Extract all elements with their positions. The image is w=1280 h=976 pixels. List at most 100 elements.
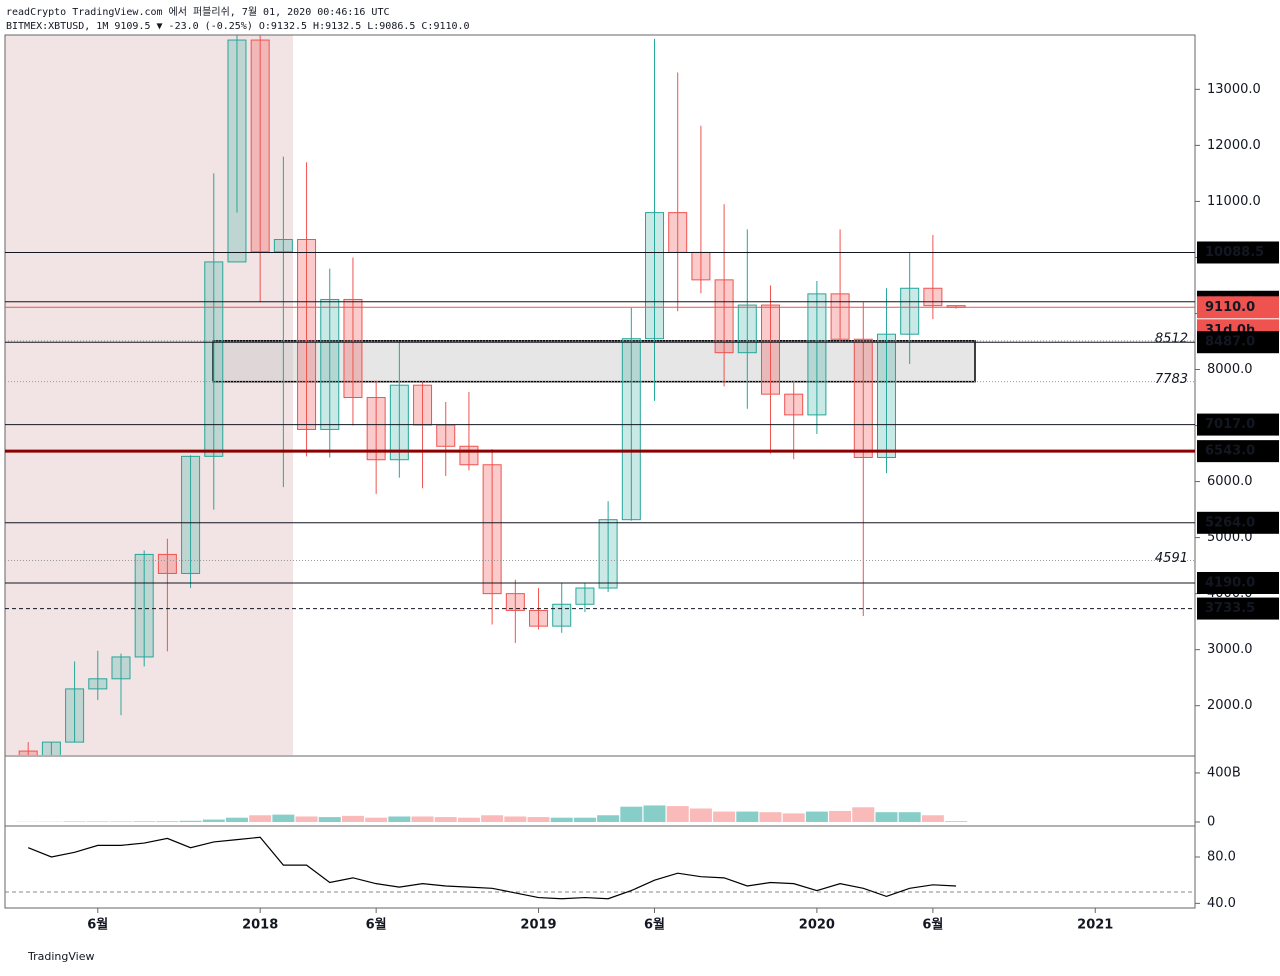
candle-body <box>530 610 548 626</box>
volume-bar <box>852 807 874 822</box>
candle-body <box>89 679 107 689</box>
candle-body <box>437 425 455 446</box>
volume-bar <box>806 812 828 822</box>
candle-body <box>553 604 571 626</box>
candle-body <box>390 385 408 460</box>
candle-body <box>924 288 942 305</box>
candle-body <box>646 213 664 339</box>
candle-body <box>506 594 524 611</box>
candle-body <box>576 588 594 604</box>
candle-body <box>42 742 60 757</box>
candle-body <box>831 294 849 339</box>
volume-bar <box>226 818 248 822</box>
level-label: 10088.5 <box>1205 245 1264 260</box>
symbol-line: BITMEX:XBTUSD, 1M 9109.5 ▼ -23.0 (-0.25%… <box>6 21 470 32</box>
level-label: 9110.0 <box>1205 300 1255 315</box>
volume-bar <box>875 812 897 822</box>
volume-bar <box>899 812 921 822</box>
volume-bar <box>504 816 526 822</box>
candle-body <box>158 554 176 573</box>
candle-body <box>344 299 362 397</box>
candle-body <box>414 385 432 425</box>
candle-body <box>901 288 919 334</box>
volume-bar <box>922 815 944 822</box>
osc-tick-label: 80.0 <box>1207 849 1236 864</box>
volume-bar <box>759 812 781 822</box>
candle-body <box>460 446 478 464</box>
volume-bar <box>412 816 434 822</box>
x-tick-label: 2018 <box>242 918 278 933</box>
level-label: 5264.0 <box>1205 515 1255 530</box>
osc-tick-label: 40.0 <box>1207 896 1236 911</box>
volume-bar <box>180 821 202 822</box>
volume-bar <box>597 815 619 822</box>
x-tick-label: 6월 <box>922 917 943 933</box>
candle-body <box>205 262 223 456</box>
volume-tick-label: 0 <box>1207 815 1215 830</box>
volume-bar <box>644 805 666 822</box>
y-tick-label: 11000.0 <box>1207 194 1261 209</box>
candle-body <box>182 456 200 573</box>
x-tick-label: 2021 <box>1077 918 1113 933</box>
candle-body <box>808 294 826 415</box>
volume-bar <box>713 812 735 822</box>
volume-bar <box>458 818 480 822</box>
volume-bar <box>620 807 642 822</box>
candle-body <box>692 252 710 279</box>
volume-bar <box>365 818 387 822</box>
x-tick-label: 6월 <box>366 917 387 933</box>
volume-bar <box>156 821 178 822</box>
header: readCrypto TradingView.com 에서 퍼블리쉬, 7월 0… <box>6 6 390 18</box>
candle-body <box>274 240 292 252</box>
x-tick-label: 2019 <box>520 918 556 933</box>
candle-body <box>321 299 339 429</box>
volume-bar <box>388 816 410 822</box>
y-tick-label: 6000.0 <box>1207 474 1253 489</box>
candle-body <box>854 339 872 457</box>
y-tick-label: 13000.0 <box>1207 82 1261 97</box>
y-tick-label: 12000.0 <box>1207 138 1261 153</box>
volume-bar <box>736 812 758 822</box>
volume-bar <box>249 815 271 822</box>
candle-body <box>112 657 130 679</box>
volume-bar <box>945 821 967 822</box>
level-label: 6543.0 <box>1205 444 1255 459</box>
volume-bar <box>667 806 689 822</box>
candle-body <box>251 40 269 252</box>
footer: TradingView <box>27 950 94 963</box>
volume-bar <box>829 811 851 822</box>
volume-bar <box>133 821 155 822</box>
candle-body <box>298 240 316 430</box>
volume-bar <box>690 809 712 822</box>
volume-bar <box>342 816 364 822</box>
candle-body <box>228 40 246 262</box>
candle-body <box>599 520 617 588</box>
x-tick-label: 6월 <box>644 917 665 933</box>
volume-bar <box>481 815 503 822</box>
candle-body <box>66 689 84 742</box>
volume-bar <box>203 820 225 822</box>
level-note: 4591 <box>1155 551 1188 566</box>
level-note: 7783 <box>1155 372 1188 387</box>
volume-bar <box>272 815 294 822</box>
candle-body <box>483 465 501 594</box>
candle-body <box>785 394 803 415</box>
volume-bar <box>528 817 550 822</box>
volume-bar <box>574 818 596 822</box>
volume-bar <box>319 817 341 822</box>
candle-body <box>669 213 687 253</box>
candle-body <box>622 339 640 520</box>
oscillator-line <box>28 837 956 898</box>
level-label: 3733.5 <box>1205 601 1255 616</box>
level-note: 8512 <box>1155 331 1188 346</box>
candle-body <box>877 334 895 457</box>
volume-bar <box>435 817 457 822</box>
volume-bar <box>296 816 318 822</box>
level-label: 7017.0 <box>1205 417 1255 432</box>
x-tick-label: 6월 <box>87 917 108 933</box>
y-tick-label: 8000.0 <box>1207 362 1253 377</box>
candle-body <box>135 554 153 657</box>
volume-bar <box>551 818 573 822</box>
